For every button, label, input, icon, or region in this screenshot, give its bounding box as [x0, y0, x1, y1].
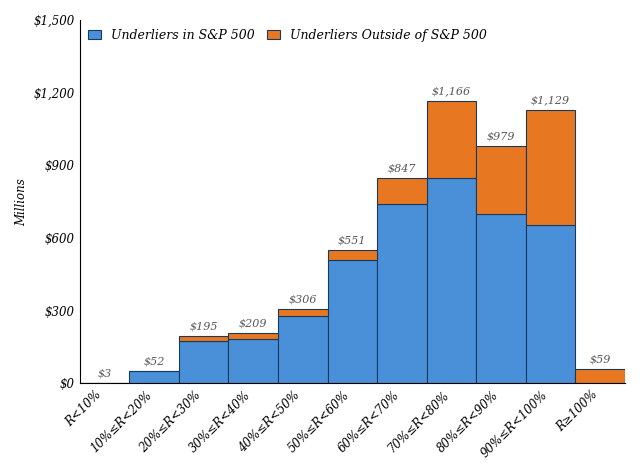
Bar: [526, 225, 575, 383]
Bar: [179, 336, 228, 341]
Bar: [228, 339, 278, 383]
Bar: [427, 101, 476, 178]
Text: $3: $3: [97, 369, 111, 379]
Text: $1,166: $1,166: [432, 86, 471, 96]
Text: $209: $209: [239, 318, 268, 328]
Text: $52: $52: [143, 357, 164, 367]
Bar: [476, 146, 526, 214]
Bar: [377, 204, 427, 383]
Text: $195: $195: [189, 322, 218, 332]
Bar: [575, 369, 625, 383]
Bar: [526, 110, 575, 225]
Bar: [179, 341, 228, 383]
Bar: [427, 178, 476, 383]
Legend: Underliers in S&P 500, Underliers Outside of S&P 500: Underliers in S&P 500, Underliers Outsid…: [86, 26, 489, 44]
Bar: [377, 178, 427, 204]
Bar: [278, 309, 328, 316]
Text: $1,129: $1,129: [531, 95, 570, 105]
Bar: [328, 260, 377, 383]
Bar: [476, 214, 526, 383]
Text: $59: $59: [589, 355, 611, 365]
Bar: [328, 250, 377, 260]
Bar: [129, 371, 179, 383]
Text: $551: $551: [338, 236, 367, 246]
Text: $847: $847: [388, 164, 416, 174]
Bar: [228, 333, 278, 339]
Text: $979: $979: [487, 132, 515, 142]
Text: $306: $306: [289, 295, 317, 305]
Y-axis label: Millions: Millions: [15, 178, 28, 226]
Bar: [278, 316, 328, 383]
